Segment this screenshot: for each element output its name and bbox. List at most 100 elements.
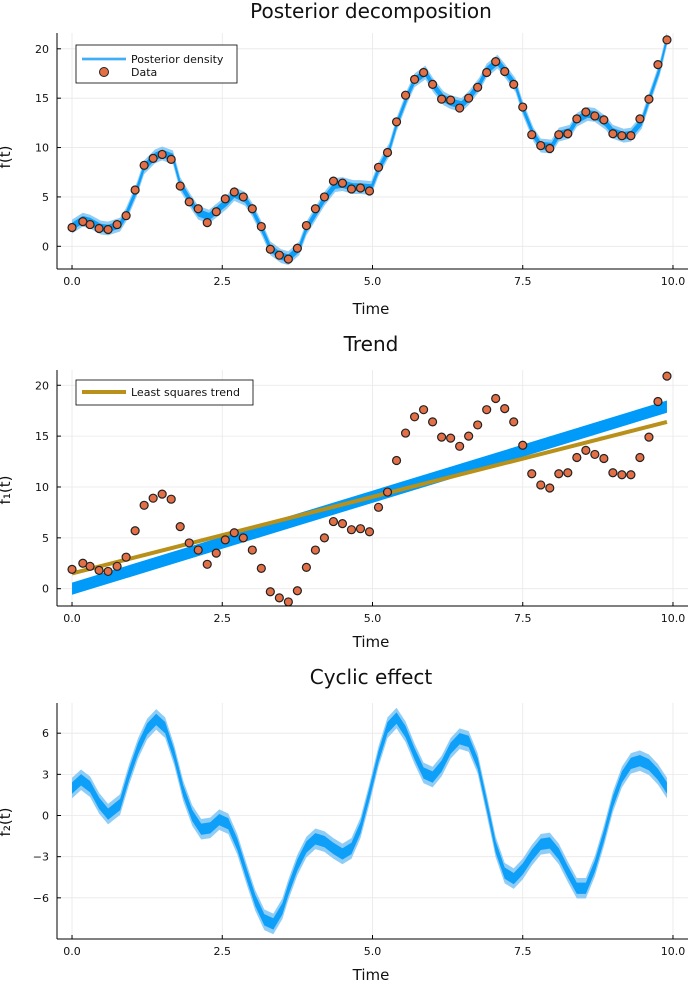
data-point [599,453,609,464]
data-point [581,445,591,455]
data-point [238,192,248,202]
data-point [446,95,456,105]
data-point [563,468,573,478]
data-point [509,79,519,89]
data-point [608,129,618,139]
data-point [608,468,618,478]
data-point [67,564,77,574]
panel-cyclic-effect: Cyclic effect Time f₂(t) 0.0 2.5 5.0 7.5 10.… [0,665,688,984]
panel-1-title: Posterior decomposition [250,0,492,23]
data-point [292,586,302,596]
data-point [482,67,492,78]
data-point [617,470,627,480]
data-point [446,433,456,443]
legend-least-squares-trend-label: Least squares trend [131,386,240,399]
y-tick-label: 15 [35,430,49,443]
data-point [455,103,465,113]
data-point [310,204,321,214]
x-tick-label: 5.0 [364,612,382,625]
x-tick-label: 0.0 [63,612,81,625]
y-tick-label: 20 [35,379,49,392]
x-tick-label: 5.0 [364,945,382,958]
data-point [67,222,77,233]
data-point [184,538,194,548]
data-point [626,470,636,480]
data-point [337,178,348,188]
data-point [265,244,275,254]
data-point [166,494,176,504]
least-squares-trend-line [71,419,668,576]
x-tick-label: 0.0 [63,945,81,958]
data-point [229,187,239,197]
data-point [653,396,663,407]
data-point [653,59,663,70]
x-tick-label: 10.0 [661,612,686,625]
data-point [500,66,510,77]
data-point [464,93,474,103]
data-point [382,487,393,497]
data-point [112,219,122,230]
data-point [599,115,609,125]
x-tick-label: 2.5 [214,612,232,625]
panel-3-title: Cyclic effect [310,665,433,689]
data-point [220,535,230,545]
posterior-band-core [72,712,667,930]
data-point [617,131,627,141]
data-point [382,147,393,158]
data-point [157,149,167,160]
data-point [193,204,203,214]
data-point [491,57,501,67]
panel-2-legend: Least squares trend [75,379,254,406]
data-point [644,432,654,442]
data-point [518,102,528,112]
data-point [139,500,149,510]
data-point [139,160,149,170]
data-point [581,107,591,117]
data-point [202,559,212,569]
data-point [662,35,672,45]
panel-2-ylabel: f₁(t) [0,476,14,505]
panel-1-plot-area [67,33,672,266]
data-point [500,404,510,414]
data-point [175,181,185,191]
data-point [238,533,248,543]
data-point [626,131,636,141]
panel-trend: Trend Time f₁(t) 0.0 2.5 5.0 7.5 10.0 0 5 10 15 2… [0,332,688,651]
data-point [554,469,564,479]
data-point [409,412,420,422]
panel-3-ylabel: f₂(t) [0,808,14,837]
data-point [355,524,366,534]
data-point [94,223,104,234]
data-point [635,114,645,124]
data-point [373,162,384,172]
data-point [301,220,311,231]
legend-data-label: Data [131,66,157,79]
data-point [283,254,293,264]
data-point [455,441,465,451]
data-point [220,194,230,204]
y-tick-label: 0 [42,583,49,596]
data-point [319,192,330,202]
data-point [229,528,239,538]
data-point [130,185,140,195]
data-point [473,420,483,430]
data-point [563,129,573,139]
y-tick-label: 3 [42,768,49,781]
data-point [355,183,366,193]
x-tick-label: 5.0 [364,275,382,288]
y-tick-label: 10 [35,142,49,155]
data-point [391,117,402,127]
data-point [256,563,266,573]
data-point [193,545,203,555]
data-point [202,217,212,228]
y-tick-label: 6 [42,727,49,740]
data-point [491,393,501,404]
data-point [482,405,492,415]
panel-2-title: Trend [343,332,399,356]
y-tick-label: 5 [42,532,49,545]
data-point [274,250,284,260]
data-point [166,154,176,164]
y-tick-label: −6 [33,892,49,905]
